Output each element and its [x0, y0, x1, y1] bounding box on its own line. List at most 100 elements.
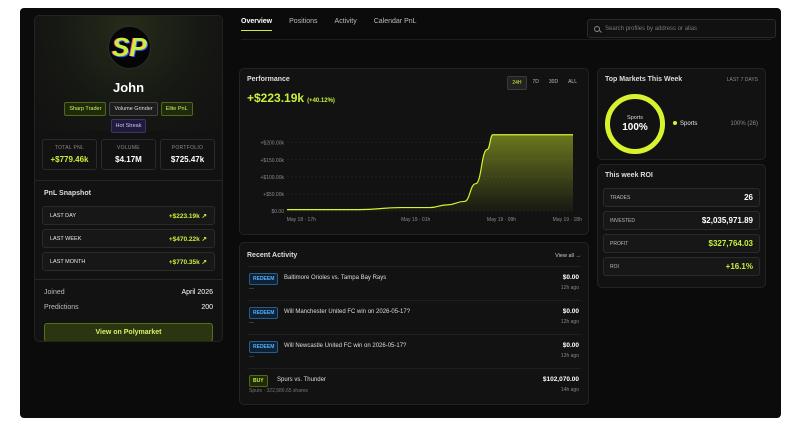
activity-item[interactable]: REDEEM Baltimore Orioles vs. Tampa Bay R… — [247, 266, 581, 294]
range-all[interactable]: ALL — [568, 79, 577, 85]
y-tick-label: +$100.00k — [261, 175, 285, 181]
roi-row-invested: INVESTED $2,035,971.89 — [603, 211, 760, 230]
y-tick-label: +$150.00k — [261, 158, 285, 164]
arrow-up-right-icon: ↗ — [201, 212, 207, 220]
badge-volume-grinder: Volume Grinder — [109, 102, 158, 116]
stats-row: TOTAL PNL +$779.46k VOLUME $4.17M PORTFO… — [42, 139, 215, 170]
search-placeholder: Search profiles by address or alias — [605, 25, 698, 32]
stat-value: +$779.46k — [50, 155, 89, 164]
legend-value: 100% (26) — [730, 121, 758, 127]
roi-row-label: ROI — [610, 263, 619, 270]
performance-change: (+40.12%) — [307, 98, 335, 104]
pnl-row-label: LAST WEEK — [50, 235, 82, 242]
activity-title: Will Manchester United FC win on 2026-05… — [284, 309, 411, 315]
stat-volume: VOLUME $4.17M — [101, 139, 156, 170]
activity-tag: REDEEM — [249, 341, 279, 353]
pnl-snapshot-title: PnL Snapshot — [44, 190, 91, 197]
pnl-row-last-week[interactable]: LAST WEEK +$470.22k ↗ — [42, 229, 215, 248]
badge-elite-pnl: Elite PnL — [160, 102, 193, 116]
stat-value: $4.17M — [115, 155, 142, 164]
activity-amount: $0.00 — [562, 308, 579, 315]
roi-row-label: PROFIT — [610, 240, 629, 247]
x-tick-label: May 18 · 17h — [287, 217, 316, 223]
roi-row-trades: TRADES 26 — [603, 188, 760, 207]
activity-time: 14h ago — [560, 387, 579, 393]
pnl-row-label: LAST MONTH — [50, 258, 86, 265]
activity-tag: BUY — [249, 375, 268, 387]
avatar: SP — [108, 26, 151, 69]
y-tick-label: +$200.00k — [261, 141, 285, 147]
weekly-roi-panel: This week ROI TRADES 26 INVESTED $2,035,… — [597, 164, 766, 288]
activity-tag: REDEEM — [249, 307, 279, 319]
top-markets-range: LAST 7 DAYS — [726, 77, 758, 83]
roi-row-roi: ROI +16.1% — [603, 257, 760, 276]
search-input[interactable]: Search profiles by address or alias — [587, 19, 776, 38]
activity-item[interactable]: REDEEM Will Newcastle United FC win on 2… — [247, 334, 581, 362]
y-tick-label: $0.00 — [271, 209, 284, 215]
arrow-up-right-icon: ↗ — [201, 235, 207, 243]
donut-label: Sports — [627, 115, 643, 121]
y-tick-label: +$50.00k — [263, 192, 284, 198]
series-area — [287, 134, 573, 211]
roi-row-value: 26 — [744, 193, 753, 202]
pnl-row-last-month[interactable]: LAST MONTH +$770.35k ↗ — [42, 252, 215, 271]
view-on-polymarket-button[interactable]: View on Polymarket — [44, 323, 213, 341]
roi-row-value: $327,764.03 — [708, 239, 754, 248]
roi-row-value: +16.1% — [725, 262, 753, 271]
predictions-row: Predictions 200 — [44, 304, 213, 311]
activity-time: 12h ago — [560, 319, 579, 325]
donut-value: 100% — [622, 122, 648, 133]
range-24h[interactable]: 24H — [507, 76, 527, 90]
badge-sharp-trader: Sharp Trader — [64, 102, 107, 116]
tab-activity[interactable]: Activity — [334, 18, 357, 25]
activity-tag: REDEEM — [249, 273, 279, 285]
roi-title: This week ROI — [605, 172, 653, 179]
roi-row-label: TRADES — [610, 194, 631, 201]
stat-label: VOLUME — [117, 145, 140, 151]
activity-time: 12h ago — [560, 353, 579, 359]
top-markets-title: Top Markets This Week — [605, 76, 683, 83]
stat-value: $725.47k — [170, 155, 205, 164]
range-7d[interactable]: 7D — [532, 79, 539, 85]
tab-positions[interactable]: Positions — [289, 18, 318, 25]
tab-bar: Overview Positions Activity Calendar PnL — [241, 18, 417, 31]
joined-value: April 2026 — [181, 289, 213, 296]
stat-label: PORTFOLIO — [171, 145, 204, 151]
divider — [35, 279, 222, 280]
pnl-row-value: +$770.35k ↗ — [168, 258, 207, 266]
predictions-value: 200 — [201, 304, 213, 311]
activity-subtitle: — — [249, 354, 254, 360]
profile-name: John — [112, 80, 145, 95]
markets-donut: Sports 100% — [605, 94, 665, 154]
stat-label: TOTAL PNL — [54, 145, 85, 151]
activity-amount: $0.00 — [562, 342, 579, 349]
activity-item[interactable]: REDEEM Will Manchester United FC win on … — [247, 300, 581, 328]
joined-label: Joined — [44, 289, 65, 296]
badge-hot-streak: Hot Streak — [110, 119, 147, 133]
activity-subtitle: — — [249, 286, 254, 292]
activity-time: 12h ago — [560, 285, 579, 291]
stat-portfolio: PORTFOLIO $725.47k — [160, 139, 215, 170]
tab-calendar-pnl[interactable]: Calendar PnL — [373, 18, 417, 25]
performance-value: +$223.19k (+40.12%) — [247, 91, 335, 105]
x-tick-label: May 19 · 18h — [553, 217, 582, 223]
activity-title: Baltimore Orioles vs. Tampa Bay Rays — [284, 275, 387, 281]
arrow-up-right-icon: ↗ — [201, 258, 207, 266]
activity-title: Will Newcastle United FC win on 2026-05-… — [284, 343, 407, 349]
roi-row-profit: PROFIT $327,764.03 — [603, 234, 760, 253]
tab-overview[interactable]: Overview — [241, 18, 273, 31]
pnl-row-last-day[interactable]: LAST DAY +$223.19k ↗ — [42, 206, 215, 225]
x-tick-label: May 19 · 09h — [487, 217, 516, 223]
pnl-row-value: +$223.19k ↗ — [168, 212, 207, 220]
range-30d[interactable]: 30D — [548, 79, 559, 85]
predictions-label: Predictions — [44, 304, 79, 311]
activity-amount: $0.00 — [562, 274, 579, 281]
view-all-link[interactable]: View all → — [555, 253, 581, 259]
pnl-row-value: +$470.22k ↗ — [168, 235, 207, 243]
performance-panel: Performance +$223.19k (+40.12%) 24H 7D 30… — [239, 68, 589, 235]
x-tick-label: May 19 · 01h — [401, 217, 430, 223]
roi-row-label: INVESTED — [610, 217, 636, 224]
activity-item[interactable]: BUY Spurs vs. Thunder Spurs · 322,580.65… — [247, 368, 581, 396]
search-icon — [594, 25, 600, 32]
legend-name: Sports — [673, 121, 697, 127]
